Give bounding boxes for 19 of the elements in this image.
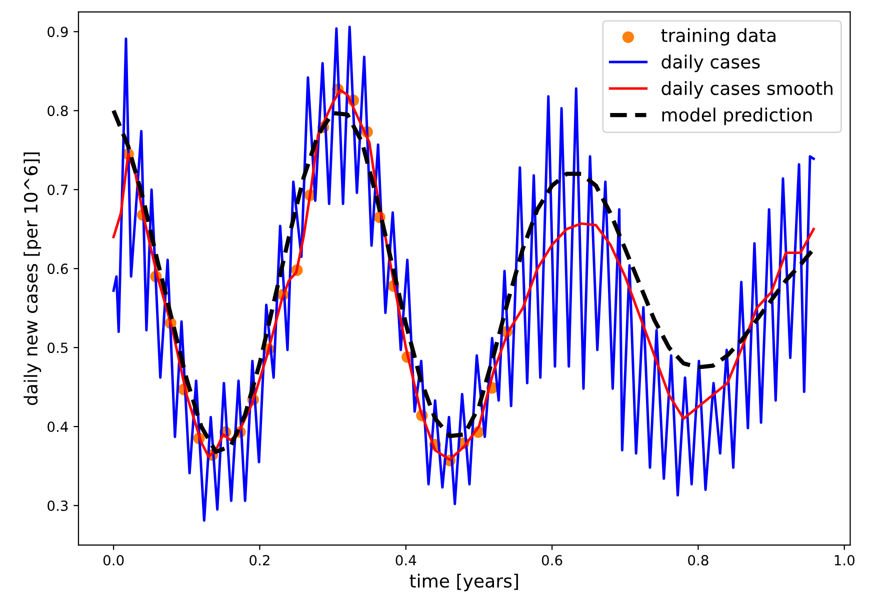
x-tick-label: 1.0 xyxy=(834,554,854,566)
x-tick-label: 0.2 xyxy=(250,554,270,566)
legend-label: model prediction xyxy=(662,108,812,126)
y-tick-label: 0.3 xyxy=(48,500,68,512)
y-tick-label: 0.8 xyxy=(48,106,68,116)
x-tick-label: 0.0 xyxy=(103,554,124,566)
x-axis-title: time [years] xyxy=(410,574,518,592)
y-tick-label: 0.6 xyxy=(48,264,68,274)
y-axis-title: daily new cases [per 10^6]] xyxy=(24,152,42,406)
x-tick-label: 0.4 xyxy=(396,554,416,566)
legend-label: training data xyxy=(661,28,776,46)
x-tick-label: 0.6 xyxy=(542,554,562,566)
y-tick-label: 0.4 xyxy=(48,422,68,432)
legend-label: daily cases xyxy=(662,54,760,72)
x-tick-label: 0.8 xyxy=(688,554,708,566)
y-tick-label: 0.5 xyxy=(48,342,68,354)
legend-label: daily cases smooth xyxy=(662,81,832,99)
y-tick-label: 0.9 xyxy=(48,26,68,38)
y-tick-label: 0.7 xyxy=(48,184,68,196)
